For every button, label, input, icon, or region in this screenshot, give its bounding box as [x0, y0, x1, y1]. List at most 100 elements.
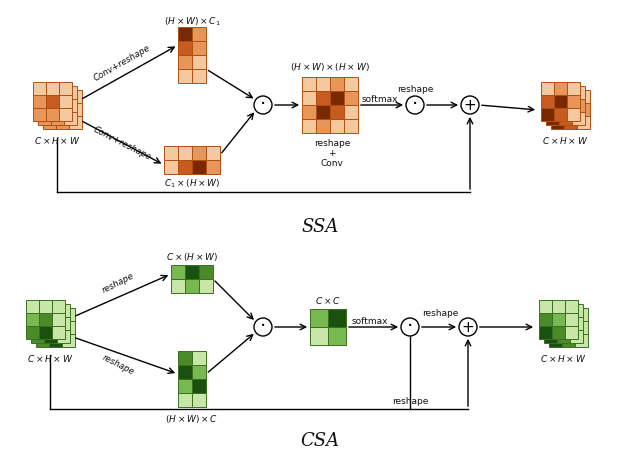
Text: $C \times H \times W$: $C \times H \times W$ [27, 353, 73, 365]
Bar [44, 317, 56, 330]
Bar [328, 327, 346, 345]
Bar [552, 326, 564, 339]
Bar [192, 393, 206, 407]
Bar [26, 299, 38, 312]
Bar [554, 95, 566, 108]
Text: $C \times (H \times W)$: $C \times (H \times W)$ [166, 251, 218, 263]
Bar [185, 265, 199, 279]
Bar [38, 100, 51, 113]
Bar [35, 307, 49, 320]
Bar [541, 108, 554, 121]
Bar [538, 326, 552, 339]
Bar [344, 77, 358, 91]
Bar [38, 86, 51, 100]
Bar [563, 117, 577, 129]
Bar [545, 86, 559, 100]
Bar [552, 299, 564, 312]
Bar [538, 299, 552, 312]
Bar [51, 113, 63, 126]
Bar [192, 351, 206, 365]
Bar [68, 91, 81, 104]
Bar [302, 91, 316, 105]
Bar [38, 113, 51, 126]
Bar [302, 119, 316, 133]
Bar [63, 100, 77, 113]
Bar [42, 104, 56, 117]
Bar [178, 41, 192, 55]
Bar [164, 146, 178, 160]
Bar [344, 105, 358, 119]
Bar [557, 317, 570, 330]
Bar [61, 320, 74, 333]
Text: +: + [328, 150, 336, 159]
Text: reshape: reshape [100, 353, 136, 377]
Bar [543, 330, 557, 343]
Bar [575, 307, 588, 320]
Bar [171, 279, 185, 293]
Bar [56, 117, 68, 129]
Bar [557, 304, 570, 317]
Bar [56, 104, 68, 117]
Bar [572, 100, 584, 113]
Text: +: + [463, 98, 476, 113]
Bar [566, 108, 579, 121]
Bar [192, 160, 206, 174]
Text: $C \times H \times W$: $C \times H \times W$ [34, 135, 80, 146]
Bar [316, 105, 330, 119]
Text: Conv+reshape: Conv+reshape [92, 125, 152, 161]
Bar [33, 82, 45, 95]
Bar [572, 113, 584, 126]
Bar [38, 312, 51, 326]
Bar [316, 91, 330, 105]
Bar [26, 326, 38, 339]
Bar [192, 27, 206, 41]
Bar [577, 117, 589, 129]
Bar [38, 326, 51, 339]
Text: reshape: reshape [100, 271, 136, 295]
Circle shape [254, 96, 272, 114]
Bar [559, 86, 572, 100]
Bar [49, 320, 61, 333]
Circle shape [406, 96, 424, 114]
Bar [563, 91, 577, 104]
Circle shape [461, 96, 479, 114]
Bar [44, 304, 56, 317]
Text: softmax: softmax [362, 94, 399, 104]
Text: reshape: reshape [314, 139, 350, 147]
Text: Conv+reshape: Conv+reshape [92, 43, 152, 83]
Bar [344, 91, 358, 105]
Text: ·: · [412, 95, 418, 114]
Bar [548, 333, 561, 346]
Text: SSA: SSA [301, 218, 339, 236]
Text: ·: · [260, 318, 266, 337]
Text: softmax: softmax [352, 318, 388, 326]
Bar [56, 91, 68, 104]
Bar [56, 317, 70, 330]
Bar [63, 86, 77, 100]
Bar [559, 113, 572, 126]
Bar [564, 299, 577, 312]
Text: reshape: reshape [397, 86, 433, 94]
Text: $(H \times W) \times C_1$: $(H \times W) \times C_1$ [164, 16, 220, 28]
Bar [552, 312, 564, 326]
Bar [63, 113, 77, 126]
Bar [33, 95, 45, 108]
Text: $C \times H \times W$: $C \times H \times W$ [540, 353, 586, 365]
Bar [45, 82, 58, 95]
Bar [566, 95, 579, 108]
Bar [49, 333, 61, 346]
Bar [61, 333, 74, 346]
Bar [541, 82, 554, 95]
Bar [199, 279, 213, 293]
Text: $(H \times W) \times C$: $(H \times W) \times C$ [166, 413, 218, 425]
Bar [56, 330, 70, 343]
Bar [192, 379, 206, 393]
Bar [44, 330, 56, 343]
Bar [570, 317, 582, 330]
Bar [33, 108, 45, 121]
Bar [178, 379, 192, 393]
Bar [192, 146, 206, 160]
Bar [178, 27, 192, 41]
Text: $C \times C$: $C \times C$ [316, 295, 340, 306]
Bar [561, 307, 575, 320]
